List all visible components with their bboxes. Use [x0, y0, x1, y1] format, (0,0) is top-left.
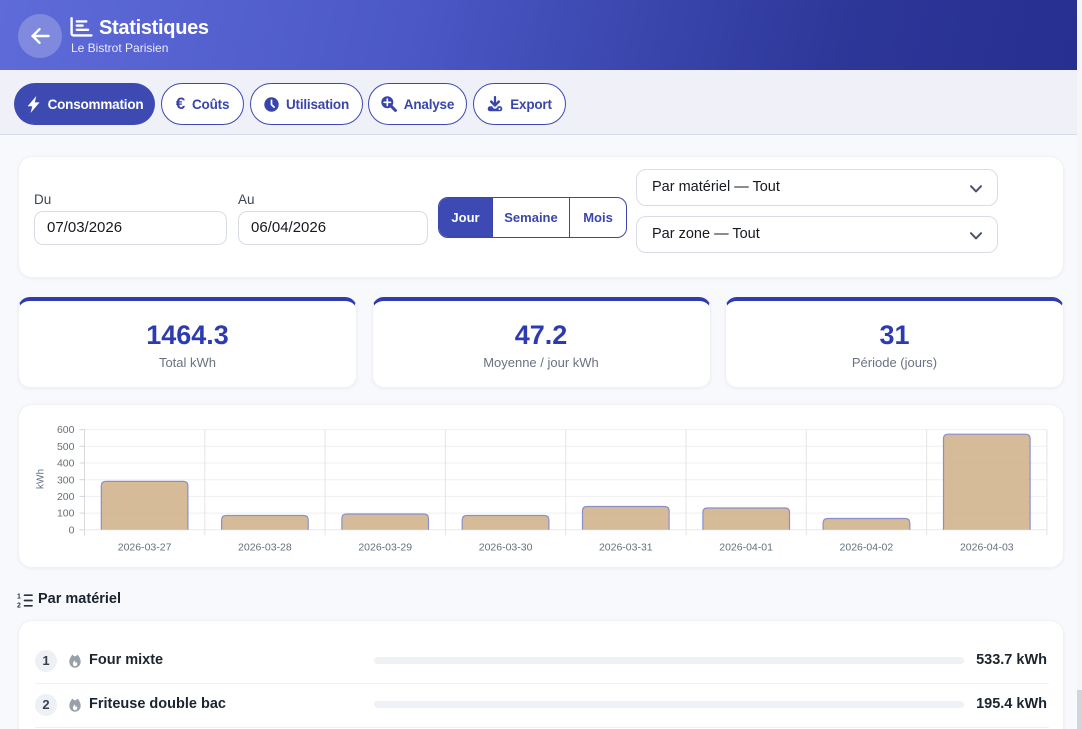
svg-text:2026-03-28: 2026-03-28	[238, 542, 292, 554]
svg-text:300: 300	[57, 474, 75, 486]
svg-text:2026-04-03: 2026-04-03	[960, 542, 1014, 554]
svg-text:2026-04-02: 2026-04-02	[840, 542, 894, 554]
svg-text:1: 1	[17, 594, 21, 601]
svg-text:600: 600	[57, 424, 75, 436]
svg-text:2026-04-01: 2026-04-01	[719, 542, 773, 554]
svg-text:0: 0	[69, 524, 75, 536]
svg-text:2026-03-31: 2026-03-31	[599, 542, 653, 554]
svg-text:2026-03-27: 2026-03-27	[118, 542, 172, 554]
svg-text:kWh: kWh	[36, 469, 47, 489]
svg-text:200: 200	[57, 491, 75, 503]
svg-text:2026-03-30: 2026-03-30	[479, 542, 533, 554]
svg-text:2026-03-29: 2026-03-29	[358, 542, 412, 554]
svg-text:100: 100	[57, 508, 75, 520]
svg-text:2: 2	[17, 603, 21, 609]
svg-text:500: 500	[57, 441, 75, 453]
svg-text:400: 400	[57, 458, 75, 470]
